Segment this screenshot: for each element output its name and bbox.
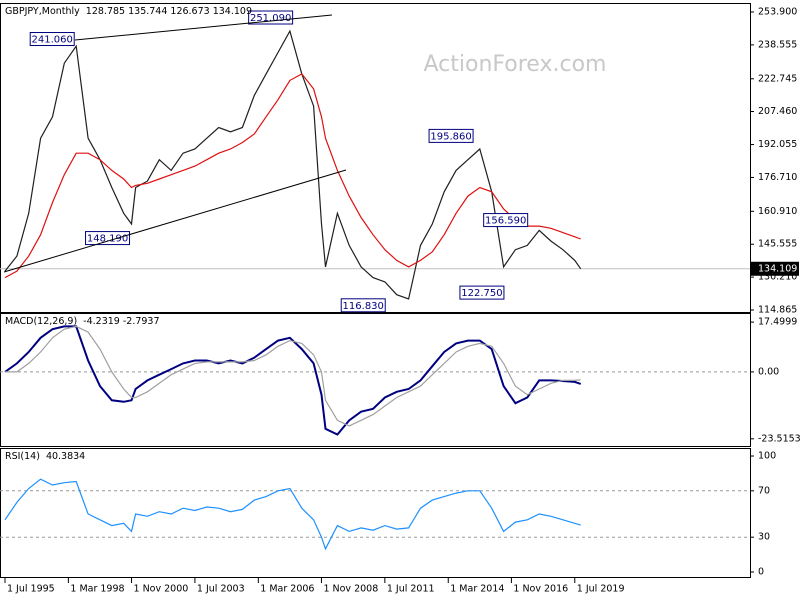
pane-title-name: RSI(14) [5, 451, 40, 462]
y-tick-label: 17.4999 [758, 317, 797, 328]
trendline [74, 14, 333, 41]
series-line [5, 325, 581, 427]
series-line [4, 29, 582, 300]
x-tick-label: 1 Mar 2014 [450, 584, 504, 595]
y-tick-label: 70 [758, 485, 770, 496]
x-tick-label: 1 Jul 2011 [387, 584, 435, 595]
trendline [3, 169, 347, 273]
y-tick-label: 222.745 [758, 73, 797, 84]
pane-title-values: 40.3834 [46, 451, 85, 462]
pane-title-values: 128.785 135.744 126.673 134.109 [86, 6, 252, 17]
pane-title: GBPJPY,Monthly 128.785 135.744 126.673 13… [5, 6, 252, 17]
pane-frame [0, 448, 751, 578]
y-tick-label: 0.00 [758, 366, 779, 377]
y-tick-label: 207.460 [758, 106, 797, 117]
pane-title-name: GBPJPY,Monthly [5, 6, 80, 17]
annotation-box [483, 213, 529, 228]
annotation-box [340, 298, 386, 313]
x-tick-label: 1 Nov 2008 [323, 584, 378, 595]
x-tick-label: 1 Jul 2003 [197, 584, 245, 595]
y-tick-label: 160.910 [758, 206, 797, 217]
annotation-label: 148.190 [87, 234, 128, 245]
y-tick-label: 100 [758, 451, 776, 462]
annotation-box [85, 231, 131, 246]
annotation-label: 195.860 [430, 131, 471, 142]
y-tick-label: 238.555 [758, 39, 797, 50]
x-tick-label: 1 Mar 1998 [70, 584, 124, 595]
y-tick-label: 0 [758, 566, 764, 577]
x-tick-label: 1 Jul 2019 [577, 584, 625, 595]
y-tick-label: 176.710 [758, 172, 797, 183]
y-tick-label: 114.865 [758, 305, 797, 316]
pane-frame [0, 3, 751, 313]
last-price-label: 134.109 [758, 263, 797, 274]
annotation-label: 156.590 [485, 216, 526, 227]
series-line [4, 478, 581, 551]
pane-title-values: -4.2319 -2.7937 [83, 316, 159, 327]
y-tick-label: 145.555 [758, 239, 797, 250]
pane-title-name: MACD(12,26,9) [5, 316, 77, 327]
last-price-box [751, 261, 799, 276]
annotation-box [459, 285, 505, 300]
y-tick-label: -23.5153 [758, 433, 800, 444]
annotation-label: 241.060 [32, 35, 73, 46]
annotation-box [248, 10, 294, 25]
x-tick-label: 1 Nov 2016 [513, 584, 568, 595]
watermark: ActionForex.com [424, 52, 607, 77]
x-tick-label: 1 Jul 1995 [7, 584, 55, 595]
trendlines [3, 14, 347, 273]
annotation-label: 251.090 [250, 13, 291, 24]
y-tick-label: 130.210 [758, 272, 797, 283]
y-tick-label: 30 [758, 532, 770, 543]
series-line [4, 73, 581, 279]
annotation-label: 116.830 [343, 301, 384, 312]
pane-frame [0, 313, 751, 447]
pane-title: RSI(14) 40.3834 [5, 451, 85, 462]
y-tick-label: 192.055 [758, 139, 797, 150]
x-tick-label: 1 Nov 2000 [134, 584, 189, 595]
x-tick-label: 1 Mar 2006 [260, 584, 314, 595]
pane-title: MACD(12,26,9) -4.2319 -2.7937 [5, 316, 160, 327]
annotation-box [428, 128, 474, 143]
annotation-box [29, 32, 75, 47]
y-tick-label: 253.900 [758, 6, 797, 17]
annotation-label: 122.750 [461, 288, 502, 299]
